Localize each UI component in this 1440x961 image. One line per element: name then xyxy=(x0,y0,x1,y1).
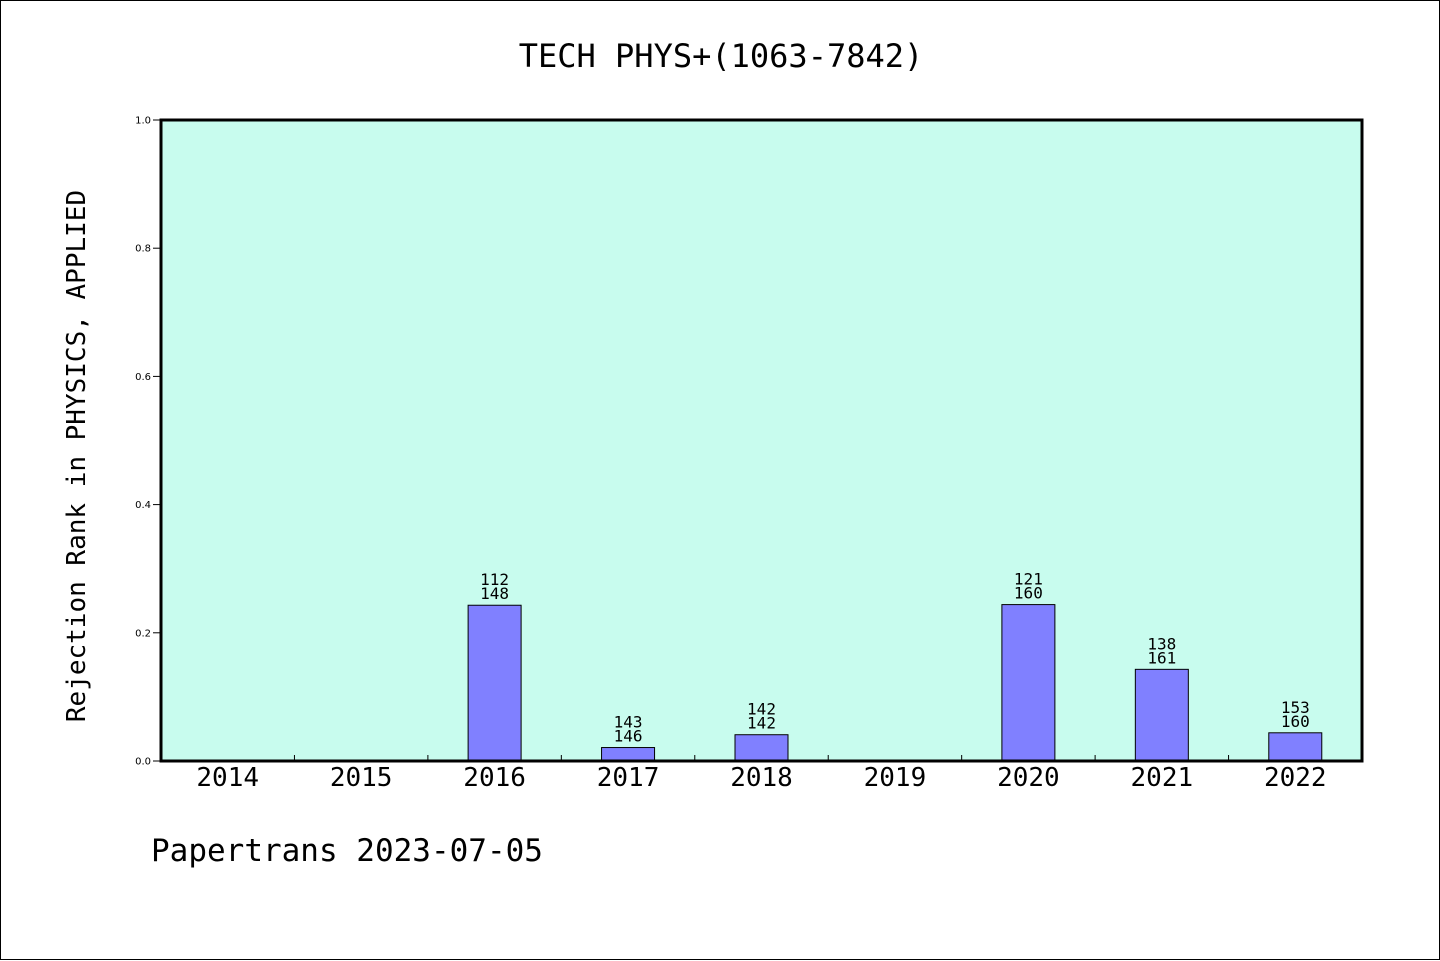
y-tick-label: 0.0 xyxy=(135,757,151,768)
x-tick-label: 2021 xyxy=(1131,763,1194,793)
x-tick-label: 2022 xyxy=(1264,763,1327,793)
bar-annotation-top: 143 xyxy=(614,713,643,732)
plot-border xyxy=(159,118,1364,763)
x-tick-label: 2015 xyxy=(330,763,393,793)
y-tick-label: 0.6 xyxy=(135,372,151,383)
footer-credit: Papertrans 2023-07-05 xyxy=(151,833,543,869)
bar-annotation-bottom: 146 xyxy=(614,727,643,746)
plot-area xyxy=(161,120,1362,761)
x-tick-label: 2018 xyxy=(730,763,793,793)
bar-annotation-top: 112 xyxy=(480,570,509,589)
y-axis-label: Rejection Rank in PHYSICS, APPLIED xyxy=(62,190,92,722)
bar xyxy=(734,734,789,762)
bar xyxy=(1001,604,1056,762)
bar-annotation-top: 142 xyxy=(747,700,776,719)
y-tick-label: 0.8 xyxy=(135,244,151,255)
y-tick-label: 1.0 xyxy=(135,116,151,127)
bar-annotation-bottom: 161 xyxy=(1147,648,1176,667)
bar xyxy=(601,747,656,762)
bar xyxy=(467,604,522,762)
bar xyxy=(1268,732,1323,762)
bar-annotation-bottom: 160 xyxy=(1281,712,1310,731)
x-tick-label: 2014 xyxy=(196,763,259,793)
x-tick-label: 2020 xyxy=(997,763,1060,793)
x-tick-label: 2016 xyxy=(463,763,526,793)
bar-annotation-top: 138 xyxy=(1147,634,1176,653)
bar xyxy=(1134,668,1189,762)
bar-annotation-bottom: 148 xyxy=(480,584,509,603)
x-tick-label: 2017 xyxy=(597,763,660,793)
chart-title: TECH PHYS+(1063-7842) xyxy=(519,37,924,75)
bar-annotation-top: 121 xyxy=(1014,570,1043,589)
bar-annotation-top: 153 xyxy=(1281,698,1310,717)
bar-annotation-bottom: 160 xyxy=(1014,584,1043,603)
y-tick-label: 0.2 xyxy=(135,628,151,639)
bar-annotation-bottom: 142 xyxy=(747,714,776,733)
ticks-layer: 0.0 0.2 0.4 0.6 0.8 1.0 2014 2015 2016 2017 2018 20… xyxy=(135,116,1326,794)
x-tick-label: 2019 xyxy=(864,763,927,793)
y-tick-label: 0.4 xyxy=(135,500,151,511)
